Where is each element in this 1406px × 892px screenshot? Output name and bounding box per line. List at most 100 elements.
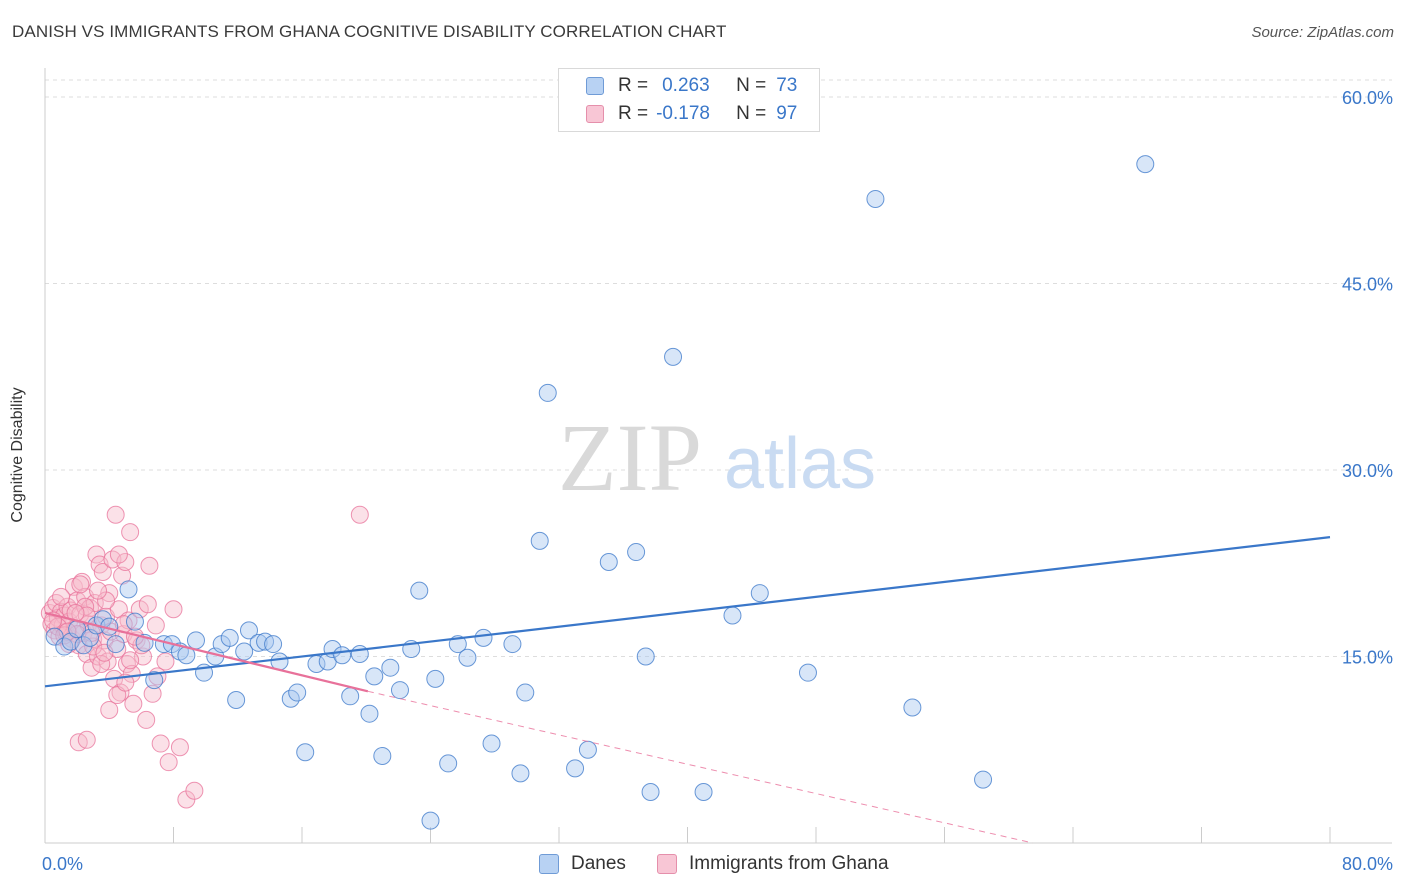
data-point-ghana	[52, 587, 71, 606]
data-point-danes	[641, 783, 660, 802]
trend-line-ghana-extension	[367, 690, 1033, 844]
legend-n-value: 73	[776, 75, 798, 96]
watermark-atlas: atlas	[724, 424, 876, 504]
axes	[44, 68, 1392, 844]
x-tick-label: 80.0%	[1342, 854, 1393, 874]
legend-row-ghana: R = -0.178 N = 97	[559, 101, 797, 127]
data-point-ghana	[89, 581, 108, 600]
y-tick-label: 30.0%	[1342, 461, 1393, 481]
y-tick-label: 45.0%	[1342, 275, 1393, 295]
data-point-danes	[145, 671, 164, 690]
data-point-ghana	[121, 523, 140, 542]
trend-line-ghana	[44, 611, 369, 693]
data-point-ghana	[164, 600, 183, 619]
data-point-ghana	[124, 694, 143, 713]
legend-swatch-ghana	[657, 854, 677, 874]
data-point-danes	[482, 734, 501, 753]
data-point-danes	[235, 642, 254, 661]
data-point-danes	[220, 628, 239, 647]
data-point-ghana	[137, 710, 156, 729]
data-point-danes	[694, 783, 713, 802]
data-point-ghana	[119, 611, 138, 630]
data-point-ghana	[170, 738, 189, 757]
data-point-ghana	[93, 562, 112, 581]
legend-item-ghana[interactable]: Immigrants from Ghana	[657, 853, 889, 875]
data-point-ghana	[350, 505, 369, 524]
data-point-danes	[390, 681, 409, 700]
data-point-danes	[360, 704, 379, 723]
tick-labels: 15.0% 30.0% 45.0% 60.0% 0.0% 80.0%	[42, 88, 1393, 874]
data-point-danes	[538, 383, 557, 402]
data-point-ghana	[71, 575, 90, 594]
data-point-danes	[264, 635, 283, 654]
data-point-danes	[333, 646, 352, 665]
data-point-danes	[186, 631, 205, 650]
legend-r-value: -0.178	[656, 103, 710, 124]
data-point-ghana	[92, 654, 111, 673]
legend-label-ghana: Immigrants from Ghana	[689, 853, 889, 874]
data-point-danes	[125, 612, 144, 631]
data-point-ghana	[159, 753, 178, 772]
data-point-ghana	[185, 781, 204, 800]
data-point-danes	[373, 746, 392, 765]
data-point-ghana	[146, 616, 165, 635]
data-point-danes	[723, 606, 742, 625]
data-point-danes	[119, 580, 138, 599]
data-point-danes	[426, 669, 445, 688]
y-tick-label: 15.0%	[1342, 648, 1393, 668]
data-point-danes	[599, 553, 618, 572]
legend-r-label: R =	[618, 75, 649, 96]
y-axis-label: Cognitive Disability	[9, 387, 26, 523]
legend-n-label: N =	[736, 75, 767, 96]
legend-swatch-danes	[539, 854, 559, 874]
legend-swatch-blue	[586, 77, 604, 95]
data-point-danes	[866, 189, 885, 208]
watermark: ZIP atlas	[558, 404, 876, 511]
source-note: Source: ZipAtlas.com	[1251, 24, 1394, 41]
data-point-danes	[74, 636, 93, 655]
data-point-danes	[974, 770, 993, 789]
chart-title: DANISH VS IMMIGRANTS FROM GHANA COGNITIV…	[12, 22, 727, 41]
data-point-danes	[578, 740, 597, 759]
data-point-danes	[106, 635, 125, 654]
data-point-danes	[341, 687, 360, 706]
legend-item-danes[interactable]: Danes	[539, 853, 626, 875]
data-point-ghana	[111, 683, 130, 702]
data-point-ghana	[156, 652, 175, 671]
data-point-danes	[288, 683, 307, 702]
legend-r-label: R =	[618, 103, 649, 124]
data-point-danes	[381, 658, 400, 677]
data-point-danes	[421, 811, 440, 830]
legend-n-label: N =	[736, 103, 767, 124]
legend-label-danes: Danes	[571, 853, 626, 874]
data-point-ghana	[151, 734, 170, 753]
data-point-ghana	[100, 700, 119, 719]
data-point-danes	[636, 647, 655, 666]
data-point-ghana	[82, 658, 101, 677]
data-point-danes	[566, 759, 585, 778]
series-legend: Danes Immigrants from Ghana	[0, 850, 1406, 878]
data-point-ghana	[116, 553, 135, 572]
data-point-danes	[458, 648, 477, 667]
data-point-danes	[903, 698, 922, 717]
data-point-ghana	[138, 595, 157, 614]
data-point-danes	[798, 663, 817, 682]
watermark-zip: ZIP	[558, 404, 702, 511]
data-point-danes	[474, 628, 493, 647]
data-point-ghana	[140, 556, 159, 575]
data-point-danes	[516, 683, 535, 702]
legend-swatch-pink	[586, 105, 604, 123]
data-point-danes	[1136, 155, 1155, 174]
data-point-danes	[239, 621, 258, 640]
legend-row-danes: R = 0.263 N = 73	[559, 73, 797, 99]
y-tick-label: 60.0%	[1342, 88, 1393, 108]
data-point-danes	[227, 691, 246, 710]
data-point-danes	[511, 764, 530, 783]
data-point-danes	[410, 581, 429, 600]
legend-r-value: 0.263	[662, 75, 710, 96]
data-point-ghana	[77, 730, 96, 749]
data-point-ghana	[87, 545, 106, 564]
data-point-danes	[627, 543, 646, 562]
data-point-ghana	[143, 684, 162, 703]
